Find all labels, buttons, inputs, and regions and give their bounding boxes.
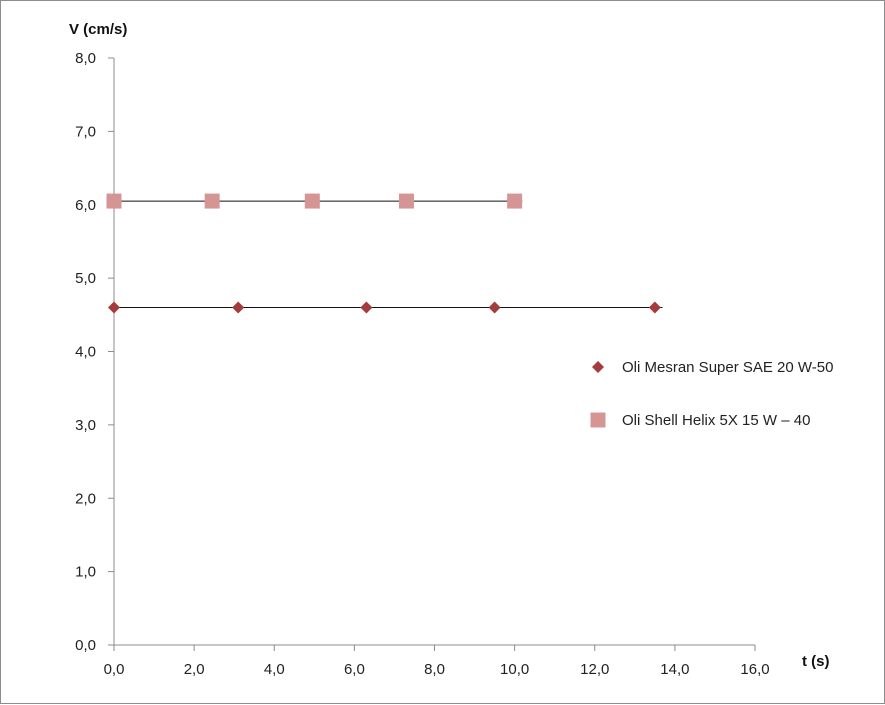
legend-marker-1	[592, 361, 604, 373]
data-point-series-1	[648, 301, 661, 314]
y-tick-label: 0,0	[75, 637, 96, 654]
y-tick-label: 5,0	[75, 270, 96, 287]
axes	[108, 57, 756, 651]
tick-labels: 0,0 1,0 2,0 3,0 4,0 5,0 6,0 7,0 8,0 0,0 2,0 4,0 6,0 8…	[75, 50, 769, 678]
x-tick-label: 4,0	[264, 661, 285, 678]
x-tick-label: 14,0	[660, 661, 689, 678]
x-tick-label: 8,0	[424, 661, 445, 678]
y-tick-label: 2,0	[75, 490, 96, 507]
data-point-series-2	[106, 193, 122, 209]
x-tick-label: 6,0	[344, 661, 365, 678]
x-tick-label: 12,0	[580, 661, 609, 678]
data-point-series-1	[360, 301, 373, 314]
y-tick-label: 6,0	[75, 197, 96, 214]
x-tick-label: 16,0	[740, 661, 769, 678]
legend-marker-2	[590, 412, 606, 428]
data-point-series-2	[304, 193, 320, 209]
legend-label-1: Oli Mesran Super SAE 20 W-50	[622, 359, 833, 376]
x-tick-label: 2,0	[184, 661, 205, 678]
x-tick-label: 10,0	[500, 661, 529, 678]
legend: Oli Mesran Super SAE 20 W-50 Oli Shell He…	[590, 359, 833, 429]
y-tick-label: 1,0	[75, 564, 96, 581]
data-point-series-1	[108, 301, 120, 314]
y-axis-title: V (cm/s)	[69, 21, 127, 38]
data-point-series-2	[507, 193, 523, 209]
y-tick-label: 4,0	[75, 344, 96, 361]
data-point-series-2	[204, 193, 220, 209]
data-point-series-1	[488, 301, 501, 314]
y-tick-label: 8,0	[75, 50, 96, 67]
y-tick-label: 3,0	[75, 417, 96, 434]
y-tick-label: 7,0	[75, 123, 96, 140]
x-tick-label: 0,0	[104, 661, 125, 678]
legend-label-2: Oli Shell Helix 5X 15 W – 40	[622, 412, 810, 429]
data-point-series-1	[232, 301, 245, 314]
x-axis-title: t (s)	[802, 653, 830, 670]
data-points	[106, 193, 661, 314]
trendlines	[114, 200, 663, 308]
data-point-series-2	[398, 193, 414, 209]
